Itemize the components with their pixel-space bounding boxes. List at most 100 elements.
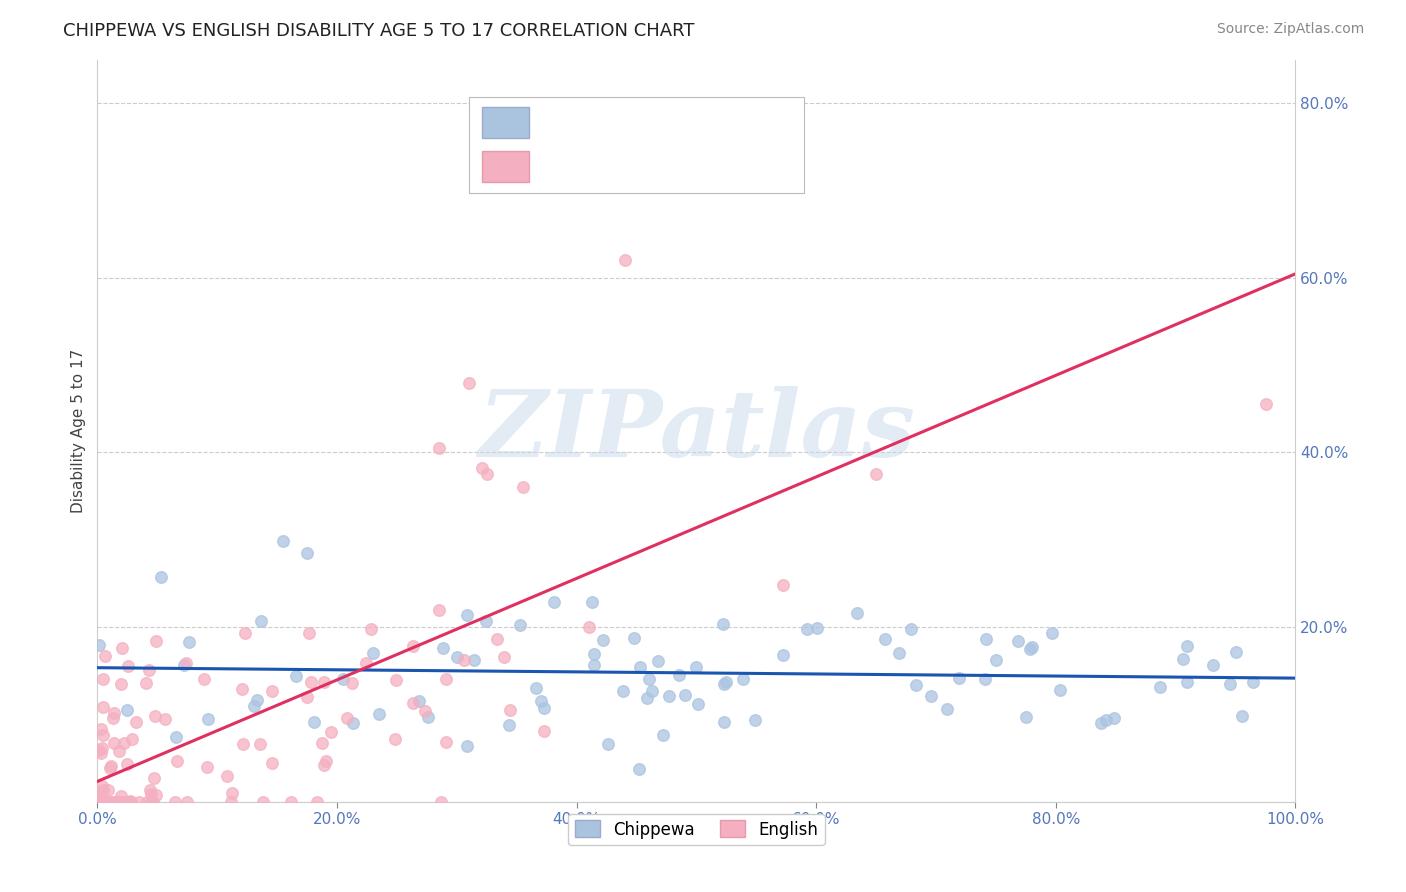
- Point: [280, 795, 302, 809]
- Point: [613, 253, 636, 268]
- Point: [89, 792, 111, 806]
- Point: [900, 622, 922, 636]
- Point: [446, 649, 468, 664]
- Point: [499, 703, 522, 717]
- Point: [110, 789, 132, 803]
- Point: [494, 650, 516, 665]
- Point: [94, 648, 117, 663]
- Point: [91, 672, 114, 686]
- Point: [873, 632, 896, 646]
- Point: [86, 795, 108, 809]
- Point: [124, 715, 146, 730]
- Point: [436, 735, 458, 749]
- Point: [91, 795, 114, 809]
- Point: [685, 660, 707, 674]
- Point: [530, 694, 553, 708]
- Point: [90, 740, 112, 755]
- Point: [1094, 713, 1116, 727]
- Point: [623, 631, 645, 645]
- Point: [457, 376, 479, 390]
- Point: [250, 614, 273, 628]
- Point: [533, 700, 555, 714]
- Legend: Chippewa, English: Chippewa, English: [568, 814, 825, 846]
- Point: [1173, 651, 1195, 665]
- Point: [512, 480, 534, 494]
- Point: [142, 795, 165, 809]
- Point: [658, 690, 681, 704]
- Point: [427, 602, 450, 616]
- Point: [354, 656, 377, 670]
- Point: [219, 795, 242, 809]
- Point: [485, 632, 508, 646]
- Point: [846, 606, 869, 620]
- Point: [100, 759, 122, 773]
- Point: [91, 779, 114, 793]
- Point: [385, 673, 408, 687]
- Point: [110, 641, 132, 656]
- Point: [193, 672, 215, 686]
- Point: [89, 743, 111, 757]
- Point: [143, 709, 166, 723]
- Point: [150, 570, 173, 584]
- Point: [1049, 682, 1071, 697]
- Text: ZIPatlas: ZIPatlas: [478, 385, 915, 475]
- Point: [98, 761, 121, 775]
- Point: [731, 672, 754, 686]
- Point: [262, 756, 284, 771]
- Point: [1175, 639, 1198, 653]
- Point: [583, 647, 606, 661]
- Point: [475, 614, 498, 628]
- Point: [315, 754, 337, 768]
- Point: [120, 795, 142, 809]
- Point: [581, 595, 603, 609]
- Point: [384, 731, 406, 746]
- Point: [463, 653, 485, 667]
- Point: [578, 620, 600, 634]
- Point: [90, 795, 112, 809]
- Point: [1018, 641, 1040, 656]
- Point: [714, 675, 737, 690]
- Point: [471, 461, 494, 475]
- Point: [176, 656, 198, 670]
- Point: [402, 696, 425, 710]
- Point: [153, 712, 176, 726]
- Point: [402, 639, 425, 653]
- Point: [453, 652, 475, 666]
- Point: [195, 759, 218, 773]
- Point: [87, 795, 110, 809]
- Point: [361, 646, 384, 660]
- Point: [163, 795, 186, 809]
- Point: [295, 690, 318, 704]
- Point: [97, 783, 120, 797]
- Point: [142, 771, 165, 785]
- Point: [217, 769, 239, 783]
- Point: [1202, 658, 1225, 673]
- Point: [104, 795, 127, 809]
- Point: [221, 786, 243, 800]
- Point: [91, 700, 114, 714]
- Text: Source: ZipAtlas.com: Source: ZipAtlas.com: [1216, 22, 1364, 37]
- Point: [498, 718, 520, 732]
- Point: [413, 704, 436, 718]
- Point: [456, 607, 478, 622]
- Point: [141, 795, 163, 809]
- Point: [628, 763, 651, 777]
- Point: [711, 617, 734, 632]
- Point: [103, 711, 125, 725]
- Point: [974, 672, 997, 686]
- Point: [524, 681, 547, 695]
- Point: [135, 676, 157, 690]
- Point: [321, 725, 343, 739]
- Point: [1219, 677, 1241, 691]
- Point: [104, 795, 127, 809]
- Point: [91, 728, 114, 742]
- Point: [197, 712, 219, 726]
- Point: [1015, 710, 1038, 724]
- Point: [176, 795, 198, 809]
- Point: [543, 595, 565, 609]
- Point: [231, 681, 253, 696]
- Point: [1230, 709, 1253, 723]
- Point: [260, 683, 283, 698]
- Point: [434, 673, 457, 687]
- Point: [368, 706, 391, 721]
